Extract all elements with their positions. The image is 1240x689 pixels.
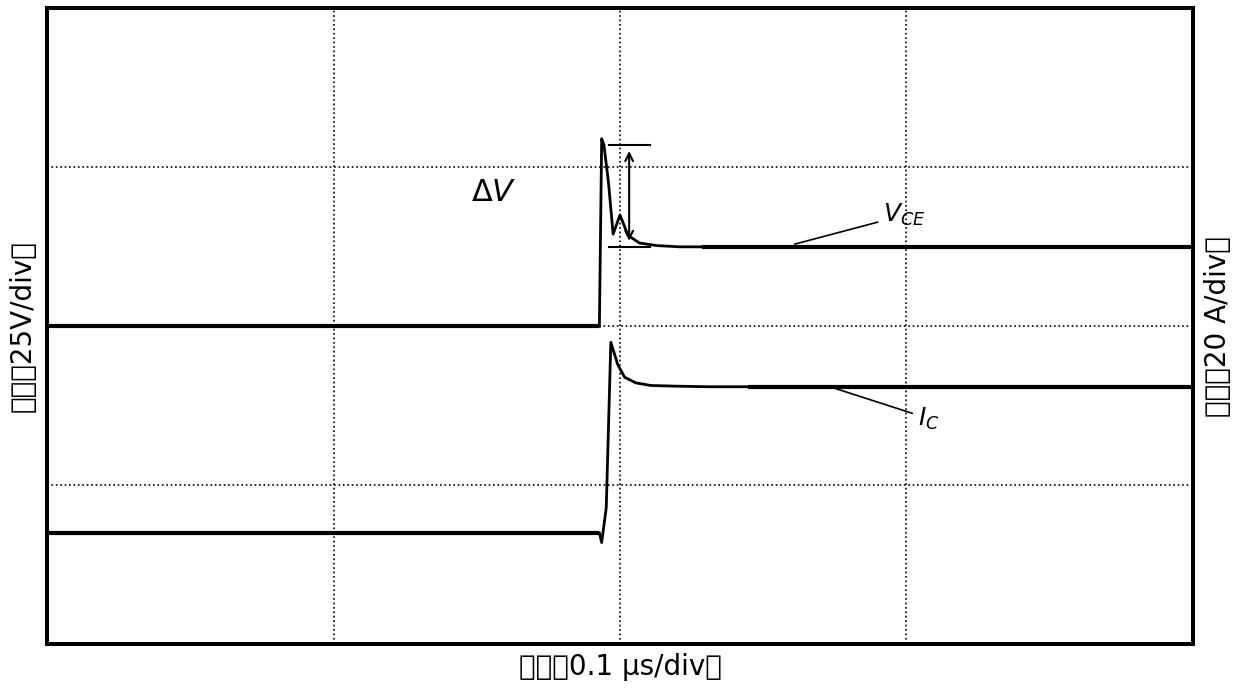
Y-axis label: 电流（20 A/div）: 电流（20 A/div） — [1204, 236, 1231, 417]
Text: $\Delta V$: $\Delta V$ — [471, 178, 517, 207]
Y-axis label: 电压（25V/div）: 电压（25V/div） — [9, 240, 36, 412]
Text: $V_{CE}$: $V_{CE}$ — [795, 202, 926, 244]
X-axis label: 时间（0.1 μs/div）: 时间（0.1 μs/div） — [518, 652, 722, 681]
Text: $I_C$: $I_C$ — [828, 387, 939, 431]
